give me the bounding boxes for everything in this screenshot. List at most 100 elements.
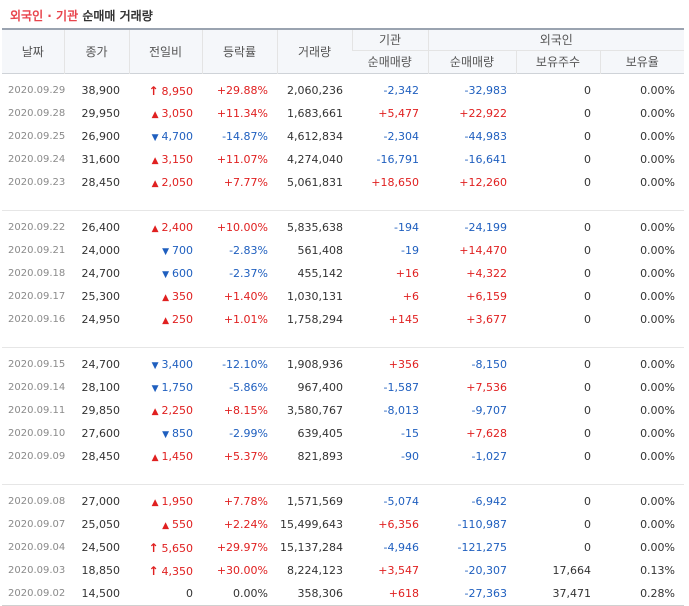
- institution-net-cell: -19: [401, 244, 419, 257]
- col-rate-header: 등락률: [201, 28, 277, 73]
- date-cell: 2020.09.28: [8, 108, 66, 119]
- table-row: 2020.09.28 29,950 ▲ 3,050 +11.34% 1,683,661 +5…: [2, 102, 684, 125]
- change-value: 3,150: [161, 153, 194, 166]
- date-cell: 2020.09.29: [8, 85, 66, 96]
- date-cell: 2020.09.07: [8, 519, 66, 530]
- table-row: 2020.09.10 27,600 ▼ 850 -2.99% 639,405 -15 +7,6…: [2, 422, 684, 445]
- rate-cell: +30.00%: [216, 564, 268, 577]
- table-row: 2020.09.07 25,050 ▲ 550 +2.24% 15,499,643 +6,3…: [2, 513, 684, 536]
- table-row: 2020.09.25 26,900 ▼ 4,700 -14.87% 4,612,834 -2…: [2, 125, 684, 148]
- table-row: 2020.09.23 28,450 ▲ 2,050 +7.77% 5,061,831 +18…: [2, 171, 684, 194]
- change-value: 550: [172, 518, 193, 531]
- date-cell: 2020.09.15: [8, 359, 66, 370]
- close-price-cell: 24,700: [81, 267, 121, 280]
- table-row: 2020.09.02 14,500 0 0.00% 358,306 +618 -27,363…: [2, 582, 685, 606]
- rate-cell: -12.10%: [222, 358, 268, 371]
- close-price-cell: 27,000: [81, 495, 121, 508]
- rate-cell: -2.99%: [229, 427, 268, 440]
- change-cell: ▼ 700: [129, 239, 202, 262]
- up-triangle-icon: ▲: [151, 407, 159, 417]
- trading-table: 날짜 종가 전일비 등락률 거래량 기관 외국인 순매매량 순매매량 보유주수 …: [2, 27, 685, 606]
- down-triangle-icon: ▼: [151, 361, 159, 371]
- table-row: 2020.09.17 25,300 ▲ 350 +1.40% 1,030,131 +6 +6,…: [2, 285, 684, 308]
- institution-net-cell: +618: [352, 582, 428, 606]
- upper-limit-arrow-icon: ↑: [148, 83, 159, 98]
- rate-cell: +29.88%: [216, 84, 268, 97]
- foreign-ratio-cell: 0.00%: [640, 541, 676, 554]
- foreign-holdings-cell: 0: [584, 495, 591, 508]
- rate-cell: +7.77%: [223, 176, 268, 189]
- change-value: 1,450: [161, 450, 194, 463]
- change-value: 4,700: [161, 130, 194, 143]
- foreign-holdings-cell: 0: [584, 518, 591, 531]
- date-cell: 2020.09.02: [2, 582, 65, 606]
- date-cell: 2020.09.11: [8, 405, 66, 416]
- volume-cell: 1,758,294: [287, 313, 343, 326]
- foreign-holdings-cell: 0: [584, 84, 591, 97]
- table-row: 2020.09.03 18,850 ↑ 4,350 +30.00% 8,224,123 +3…: [2, 559, 684, 582]
- change-cell: ↑ 5,650: [129, 536, 202, 559]
- close-price-cell: 24,950: [81, 313, 121, 326]
- foreign-ratio-cell: 0.00%: [640, 358, 676, 371]
- date-cell: 2020.09.16: [8, 314, 66, 325]
- col-volume-header: 거래량: [276, 28, 352, 73]
- foreign-net-cell: -8,150: [471, 358, 507, 371]
- foreign-ratio-cell: 0.00%: [640, 450, 676, 463]
- date-cell: 2020.09.23: [8, 177, 66, 188]
- close-price-cell: 28,450: [81, 450, 121, 463]
- foreign-net-cell: +12,260: [459, 176, 507, 189]
- foreign-ratio-cell: 0.00%: [640, 427, 676, 440]
- foreign-net-cell: +4,322: [466, 267, 507, 280]
- rate-cell: +7.78%: [223, 495, 268, 508]
- date-cell: 2020.09.18: [8, 268, 66, 279]
- change-cell: ▼ 4,700: [129, 125, 202, 148]
- section-title: 외국인 · 기관 순매매 거래량: [0, 0, 689, 28]
- volume-cell: 15,499,643: [280, 518, 343, 531]
- foreign-ratio-cell: 0.00%: [640, 381, 676, 394]
- rate-cell: -5.86%: [229, 381, 268, 394]
- change-cell: ▲ 550: [129, 513, 202, 536]
- foreign-ratio-cell: 0.00%: [640, 313, 676, 326]
- close-price-cell: 14,500: [64, 582, 129, 606]
- rate-cell: -2.83%: [229, 244, 268, 257]
- change-value: 8,950: [161, 84, 194, 98]
- volume-cell: 358,306: [277, 582, 352, 606]
- foreign-net-cell: -121,275: [457, 541, 507, 554]
- up-triangle-icon: ▲: [151, 453, 159, 463]
- volume-cell: 2,060,236: [287, 84, 343, 97]
- change-value: 600: [172, 267, 193, 280]
- volume-cell: 1,908,936: [287, 358, 343, 371]
- rate-cell: +1.40%: [223, 290, 268, 303]
- change-value: 2,400: [161, 221, 194, 234]
- change-value: 4,350: [161, 564, 194, 578]
- col-foreign-group-header: 외국인: [427, 27, 685, 51]
- foreign-holdings-cell: 0: [584, 541, 591, 554]
- volume-cell: 15,137,284: [280, 541, 343, 554]
- volume-cell: 821,893: [297, 450, 344, 463]
- institution-net-cell: -2,342: [383, 84, 419, 97]
- institution-net-cell: -90: [401, 450, 419, 463]
- change-cell: ↑ 8,950: [129, 79, 202, 102]
- foreign-net-cell: +3,677: [466, 313, 507, 326]
- change-value: 2,250: [161, 404, 194, 417]
- volume-cell: 455,142: [297, 267, 344, 280]
- institution-net-cell: +145: [388, 313, 419, 326]
- institution-net-cell: -5,074: [383, 495, 419, 508]
- change-cell: 0: [129, 582, 202, 606]
- foreign-holdings-cell: 0: [584, 244, 591, 257]
- institution-net-cell: +16: [395, 267, 419, 280]
- close-price-cell: 31,600: [81, 153, 121, 166]
- volume-cell: 5,835,638: [287, 221, 343, 234]
- volume-cell: 8,224,123: [287, 564, 343, 577]
- volume-cell: 561,408: [297, 244, 344, 257]
- title-volume-label: 순매매 거래량: [82, 9, 153, 23]
- rate-cell: +29.97%: [216, 541, 268, 554]
- foreign-holdings-cell: 0: [584, 176, 591, 189]
- foreign-holdings-cell: 17,664: [552, 564, 592, 577]
- change-cell: ▼ 3,400: [129, 353, 202, 376]
- table-header: 날짜 종가 전일비 등락률 거래량 기관 외국인 순매매량 순매매량 보유주수 …: [2, 27, 685, 73]
- foreign-net-cell: -32,983: [464, 84, 507, 97]
- foreign-ratio-cell: 0.00%: [640, 107, 676, 120]
- change-value: 250: [172, 313, 193, 326]
- date-cell: 2020.09.03: [8, 565, 66, 576]
